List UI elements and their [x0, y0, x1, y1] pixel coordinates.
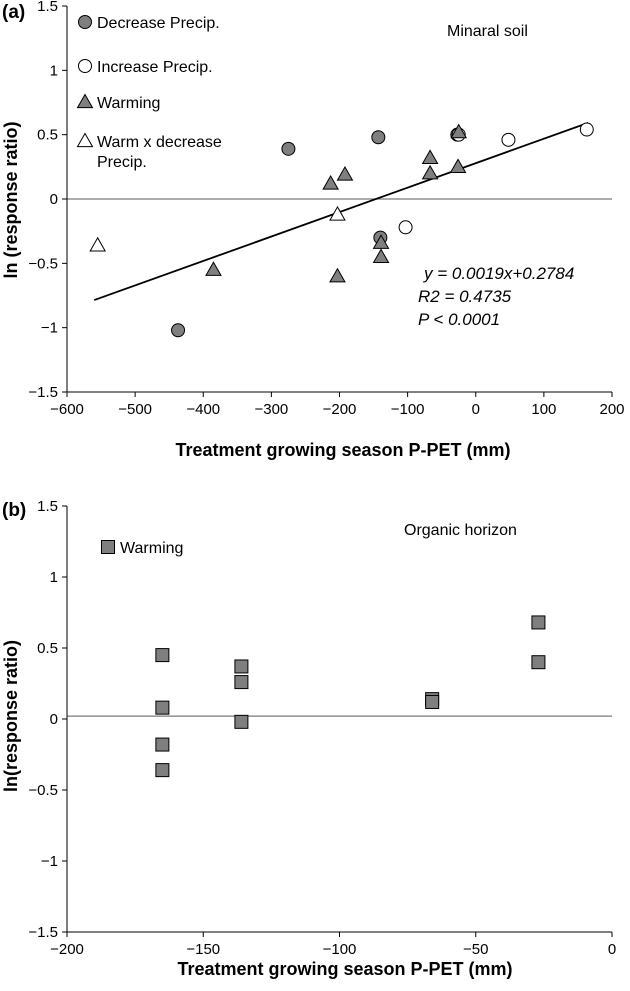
data-point — [421, 149, 439, 164]
y-tick-label: −1 — [41, 853, 58, 870]
y-tick-label: 0.5 — [37, 640, 58, 657]
panel-b-x-axis-title: Treatment growing season P-PET (mm) — [177, 959, 512, 979]
data-point — [234, 675, 249, 690]
x-tick-label: −100 — [323, 941, 357, 958]
panel-a-label: (a) — [2, 2, 25, 23]
data-point — [449, 158, 467, 173]
legend-marker — [78, 15, 92, 29]
data-point — [450, 123, 468, 139]
legend-label: Warming — [120, 540, 183, 557]
panel-b: (b) Organic horizon −200 −150 −100 −50 0 −1.5… — [1, 498, 616, 979]
panel-b-annotation: Organic horizon — [404, 522, 517, 539]
data-point — [155, 700, 170, 715]
data-point — [398, 220, 413, 235]
x-tick-label: −50 — [463, 941, 488, 958]
data-point — [421, 164, 439, 180]
legend-label: Increase Precip. — [97, 59, 213, 76]
y-tick-label: 1.5 — [37, 498, 58, 515]
x-tick-label: 200 — [599, 401, 624, 418]
data-point — [329, 267, 346, 283]
data-point — [89, 236, 107, 252]
y-tick-label: 0 — [50, 191, 58, 208]
legend-marker — [76, 132, 94, 148]
fit-r-squared: R2 = 0.4735 — [418, 287, 512, 306]
legend-label: Warm x decrease — [97, 134, 222, 151]
legend-label: Warming — [97, 95, 160, 112]
panel-a-equation: y = 0.0019x+0.2784 R2 = 0.4735 P < 0.000… — [418, 264, 574, 329]
panel-b-legend: Warming — [101, 540, 183, 557]
y-tick-label: −0.5 — [28, 782, 58, 799]
y-tick-label: 1.5 — [37, 0, 58, 15]
data-point — [501, 132, 516, 147]
data-point — [531, 655, 546, 670]
y-tick-label: 0.5 — [37, 127, 58, 144]
data-point — [336, 166, 354, 181]
legend-label: Precip. — [97, 154, 147, 171]
y-tick-label: −0.5 — [28, 255, 58, 272]
fit-equation: y = 0.0019x+0.2784 — [423, 264, 574, 283]
panel-b-axes: −200 −150 −100 −50 0 −1.5 −1 −0.5 0 0.5 1 1.5 — [28, 498, 616, 958]
data-point — [579, 122, 594, 137]
legend-marker — [78, 59, 92, 73]
x-tick-label: 0 — [608, 941, 616, 958]
fit-p-value: P < 0.0001 — [418, 310, 500, 329]
panel-b-points — [155, 615, 546, 778]
panel-a-y-axis-title: ln (response ratio) — [1, 121, 21, 278]
data-point — [425, 694, 440, 709]
panel-b-y-axis-title: ln(response ratio) — [1, 640, 21, 792]
panel-a-axes: −600 −500 −400 −300 −200 −100 0 100 200 −1.5 −1 −0.… — [28, 0, 624, 418]
legend-marker — [101, 540, 115, 554]
data-point — [171, 323, 186, 338]
y-tick-label: 1 — [50, 569, 58, 586]
panel-b-label: (b) — [2, 500, 26, 521]
legend-label: Decrease Precip. — [97, 15, 220, 32]
panel-a-points — [89, 122, 594, 338]
data-point — [205, 261, 222, 276]
x-tick-label: 0 — [472, 401, 480, 418]
panel-a-fit-line — [93, 121, 589, 301]
data-point — [234, 659, 249, 674]
x-tick-label: −300 — [254, 401, 288, 418]
data-point — [281, 141, 296, 156]
regression-line — [93, 121, 589, 301]
y-tick-label: −1.5 — [28, 924, 58, 941]
x-tick-label: −200 — [323, 401, 357, 418]
x-tick-label: −150 — [186, 941, 220, 958]
data-point — [322, 175, 340, 190]
data-point — [372, 234, 390, 249]
y-tick-label: −1.5 — [28, 384, 58, 401]
y-tick-label: −1 — [41, 320, 58, 337]
panel-a-legend: Decrease Precip. Increase Precip. Warming W… — [76, 15, 222, 171]
data-point — [155, 737, 170, 752]
data-point — [372, 248, 390, 264]
data-point — [329, 205, 346, 221]
x-tick-label: −200 — [50, 941, 84, 958]
panel-a: (a) Minaral soil −600 −500 −400 −300 −200 −10… — [1, 0, 625, 460]
x-tick-label: 100 — [531, 401, 556, 418]
data-point — [234, 714, 249, 729]
y-tick-label: 0 — [50, 711, 58, 728]
data-point — [155, 648, 170, 663]
data-point — [155, 763, 170, 778]
x-tick-label: −600 — [50, 401, 84, 418]
data-point — [531, 615, 546, 630]
legend-marker — [76, 93, 94, 109]
data-point — [371, 130, 386, 145]
x-tick-label: −100 — [391, 401, 425, 418]
x-tick-label: −500 — [118, 401, 152, 418]
y-tick-label: 1 — [50, 62, 58, 79]
x-tick-label: −400 — [186, 401, 220, 418]
panel-a-x-axis-title: Treatment growing season P-PET (mm) — [175, 440, 510, 460]
panel-a-annotation: Minaral soil — [447, 23, 528, 40]
